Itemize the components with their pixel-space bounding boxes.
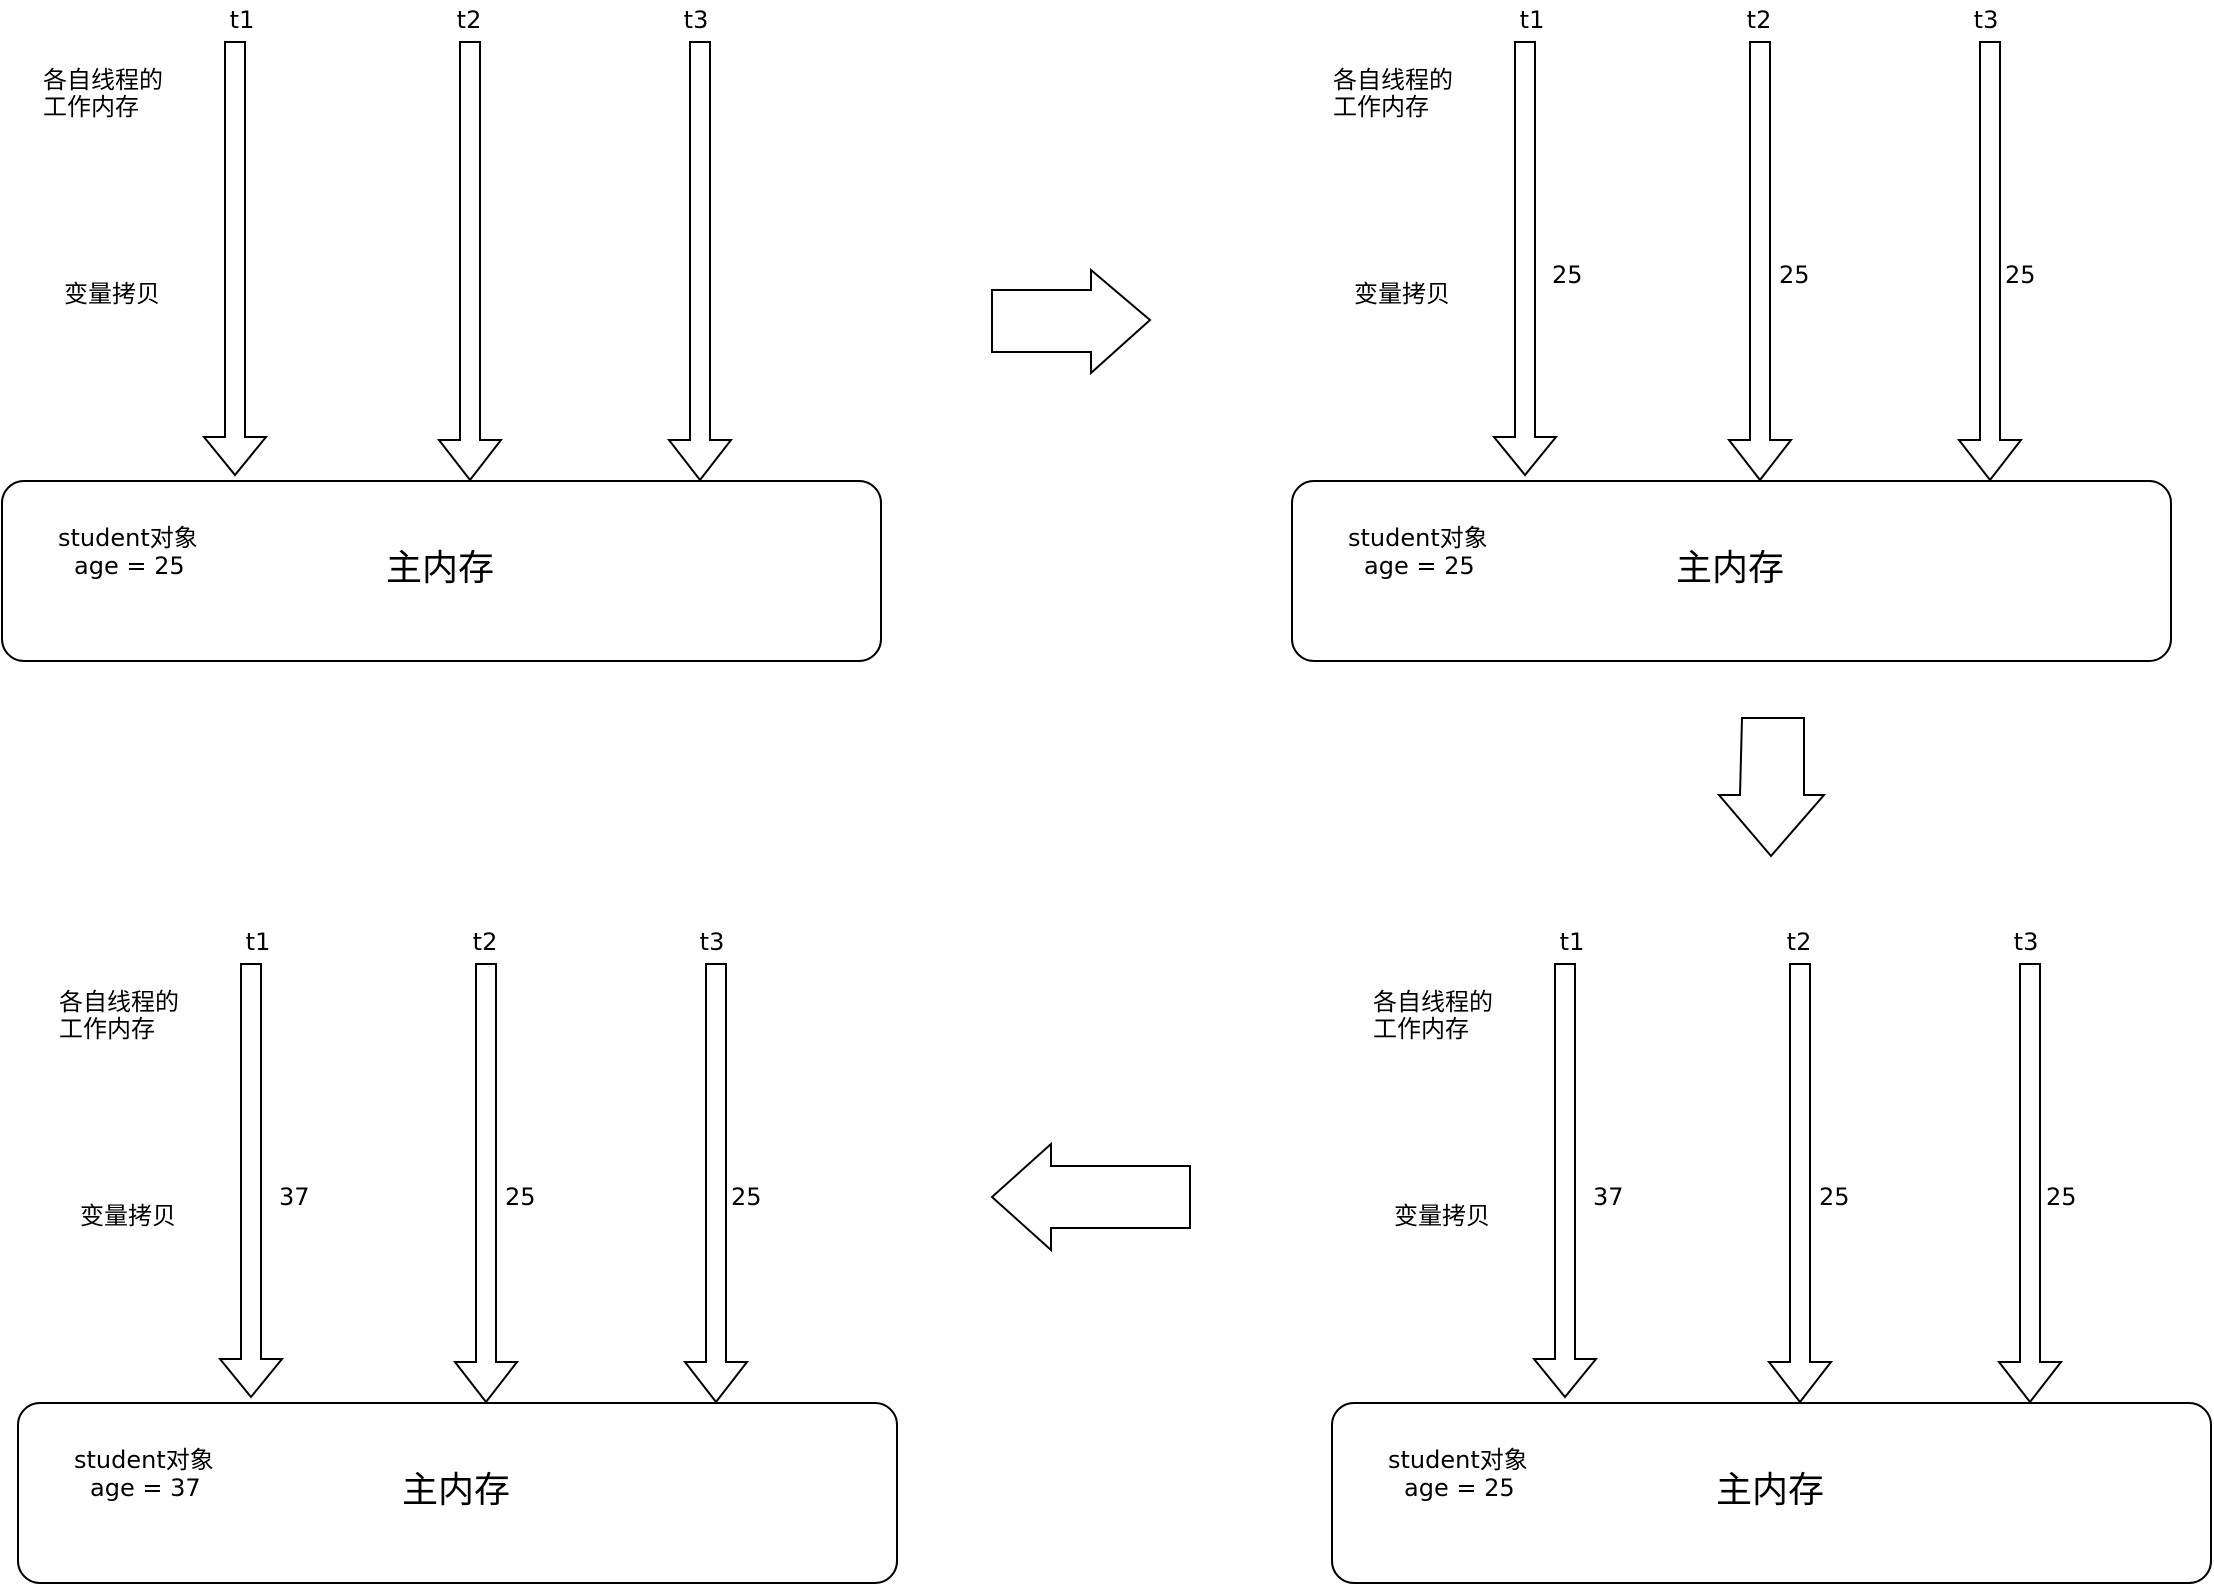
working-memory-label: 各自线程的: [1333, 66, 1453, 94]
thread-value-t3: 25: [2046, 1183, 2077, 1211]
student-age-value: age = 25: [1404, 1474, 1515, 1502]
student-age-value: age = 25: [1364, 552, 1475, 580]
thread-label-t3: t3: [2014, 928, 2039, 956]
working-memory-label: 各自线程的: [59, 988, 179, 1016]
main-memory-label: 主内存: [1716, 1470, 1824, 1511]
variable-copy-label: 变量拷贝: [1394, 1202, 1490, 1230]
thread-value-t1: 37: [279, 1183, 310, 1211]
thread-label-t1: t1: [230, 6, 255, 34]
thread-value-t3: 25: [731, 1183, 762, 1211]
thread-arrow-t1: [1491, 41, 1559, 477]
student-object-label: student对象: [58, 524, 198, 552]
thread-label-t1: t1: [1560, 928, 1585, 956]
thread-arrow-t2: [1726, 41, 1794, 482]
panel-1: t1 t2 t3 各自线程的 工作内存 变量拷贝 student对象 age =…: [1, 6, 882, 662]
thread-arrow-t1: [201, 41, 269, 477]
panel-2: t1 t2 t3 25 25 25 各自线程的 工作内存 变量拷贝 studen…: [1291, 6, 2172, 662]
student-object-label: student对象: [1388, 1446, 1528, 1474]
main-memory-label: 主内存: [402, 1470, 510, 1511]
thread-arrow-t3: [1956, 41, 2024, 482]
variable-copy-label: 变量拷贝: [1354, 280, 1450, 308]
thread-value-t2: 25: [505, 1183, 536, 1211]
flow-arrow-right: [991, 267, 1152, 376]
main-memory-box: [17, 1402, 898, 1584]
variable-copy-label: 变量拷贝: [64, 280, 160, 308]
thread-value-t3: 25: [2005, 261, 2036, 289]
main-memory-box: [1331, 1402, 2212, 1584]
panel-4: t1 t2 t3 37 25 25 各自线程的 工作内存 变量拷贝 studen…: [1331, 928, 2212, 1584]
thread-value-t1: 25: [1552, 261, 1583, 289]
thread-arrow-t1: [1531, 963, 1599, 1399]
thread-label-t1: t1: [1520, 6, 1545, 34]
student-object-label: student对象: [74, 1446, 214, 1474]
working-memory-label-line2: 工作内存: [1373, 1015, 1469, 1043]
working-memory-label-line2: 工作内存: [59, 1015, 155, 1043]
variable-copy-label: 变量拷贝: [80, 1202, 176, 1230]
working-memory-label-line2: 工作内存: [1333, 93, 1429, 121]
thread-arrow-t3: [682, 963, 750, 1404]
thread-value-t2: 25: [1819, 1183, 1850, 1211]
working-memory-label-line2: 工作内存: [43, 93, 139, 121]
student-age-value: age = 37: [90, 1474, 201, 1502]
student-age-value: age = 25: [74, 552, 185, 580]
main-memory-box: [1, 480, 882, 662]
thread-value-t2: 25: [1779, 261, 1810, 289]
thread-label-t1: t1: [246, 928, 271, 956]
flow-arrow-down: [1716, 717, 1827, 858]
flow-arrow-left: [990, 1141, 1191, 1253]
thread-arrow-t2: [436, 41, 504, 482]
thread-arrow-t2: [452, 963, 520, 1404]
thread-value-t1: 37: [1593, 1183, 1624, 1211]
main-memory-label: 主内存: [1676, 548, 1784, 589]
thread-label-t3: t3: [700, 928, 725, 956]
thread-label-t2: t2: [1787, 928, 1812, 956]
thread-label-t2: t2: [1747, 6, 1772, 34]
thread-arrow-t2: [1766, 963, 1834, 1404]
thread-label-t3: t3: [684, 6, 709, 34]
student-object-label: student对象: [1348, 524, 1488, 552]
panel-3: t1 t2 t3 37 25 25 各自线程的 工作内存 变量拷贝 studen…: [17, 928, 898, 1584]
thread-label-t3: t3: [1974, 6, 1999, 34]
thread-label-t2: t2: [473, 928, 498, 956]
main-memory-box: [1291, 480, 2172, 662]
thread-arrow-t3: [666, 41, 734, 482]
thread-arrow-t3: [1996, 963, 2064, 1404]
thread-label-t2: t2: [457, 6, 482, 34]
thread-arrow-t1: [217, 963, 285, 1399]
working-memory-label: 各自线程的: [43, 66, 163, 94]
main-memory-label: 主内存: [386, 548, 494, 589]
working-memory-label: 各自线程的: [1373, 988, 1493, 1016]
